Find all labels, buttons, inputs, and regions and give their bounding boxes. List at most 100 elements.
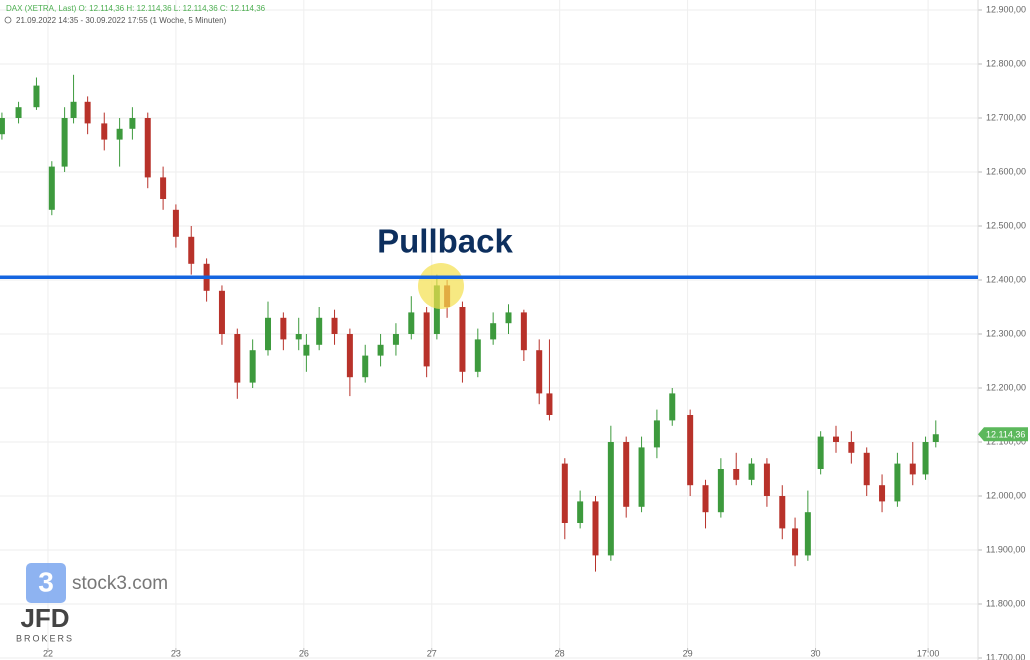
candle-body [249,350,256,383]
candle-body [592,501,599,556]
candle-body [894,463,901,502]
candle-body [316,317,323,345]
candle-body [160,177,167,199]
x-tick-label: 17:00 [917,648,940,658]
last-price-tag [978,427,1028,442]
candle-body [702,485,709,513]
candle-body [61,118,68,167]
candle-body [804,512,811,556]
candle-body [0,118,5,135]
candle-body [234,334,241,383]
candle-body [638,447,645,507]
candles [0,74,939,572]
candle-body [669,393,676,421]
candle-body [577,501,584,523]
y-tick-label: 12.400,00 [986,274,1026,284]
candle-body [280,317,287,340]
x-tick-label: 22 [43,648,53,658]
candle-body [490,323,497,340]
candle-body [505,312,512,324]
logo-sub: BROKERS [16,633,74,643]
candle-body [15,107,22,118]
x-tick-label: 28 [555,648,565,658]
candle-body [33,85,40,108]
candle-body [763,463,770,496]
candle-body [733,469,740,480]
logo-mark: 3 [38,566,54,597]
candle-body [331,317,338,334]
candle-body [362,355,369,378]
candle-body [909,463,916,475]
last-price-label: 12.114,36 [986,430,1025,440]
candle-body [459,307,466,372]
logo: JFD [20,603,69,633]
x-tick-label: 26 [299,648,309,658]
candle-body [172,209,179,237]
candle-body [792,528,799,556]
candle-body [408,312,415,334]
candle-body [833,436,840,442]
candle-body [392,334,399,345]
candle-body [623,442,630,507]
header: DAX (XETRA, Last) O: 12.114,36 H: 12.114… [6,4,266,13]
candle-body [922,442,929,475]
candle-body [546,393,553,415]
y-tick-label: 12.000,00 [986,490,1026,500]
candle-body [932,434,939,442]
candle-body [687,415,694,486]
candle-body [101,123,108,140]
candle-body [218,290,225,334]
candle-body [520,312,527,351]
candle-body [474,339,481,372]
annotation: Pullback [377,223,513,260]
y-tick-label: 12.800,00 [986,58,1026,68]
clock-icon [4,16,12,24]
candle-body [129,118,136,129]
candle-body [717,469,724,513]
y-tick-label: 11.700,00 [986,652,1025,660]
candle-body [188,236,195,264]
candle-body [779,496,786,529]
candle-body [879,485,886,502]
x-tick-label: 23 [171,648,181,658]
candle-body [265,317,272,351]
x-tick-label: 27 [427,648,437,658]
candle-body [144,118,151,178]
brand: stock3.com [72,573,168,594]
y-tick-label: 12.900,00 [986,4,1026,14]
candle-body [536,350,543,394]
highlight-circle [418,263,464,309]
candle-body [748,463,755,480]
y-tick-label: 12.700,00 [986,112,1026,122]
candle-body [423,312,430,367]
candle-body [116,128,123,140]
y-tick-label: 11.800,00 [986,598,1025,608]
candle-body [863,452,870,486]
x-tick-label: 29 [683,648,693,658]
candle-body [48,166,55,210]
y-tick-label: 12.500,00 [986,220,1026,230]
candle-body [561,463,568,523]
grid [0,0,982,659]
y-tick-label: 12.600,00 [986,166,1026,176]
candle-body [817,436,824,469]
y-tick-label: 12.100,00 [986,436,1026,446]
logo-box [26,563,66,603]
candle-body [295,334,302,340]
candle-body [303,344,310,356]
y-tick-label: 12.300,00 [986,328,1026,338]
candle-body [84,101,91,124]
candle-body [848,442,855,453]
candle-body [70,101,77,118]
candle-body [433,285,440,334]
y-tick-label: 12.200,00 [986,382,1026,392]
x-tick-label: 30 [811,648,821,658]
candle-body [607,442,614,556]
candle-body [653,420,660,448]
subheader: 21.09.2022 14:35 - 30.09.2022 17:55 (1 W… [16,16,227,25]
candle-body [377,344,384,356]
candle-body [346,334,353,378]
y-tick-label: 11.900,00 [986,544,1025,554]
